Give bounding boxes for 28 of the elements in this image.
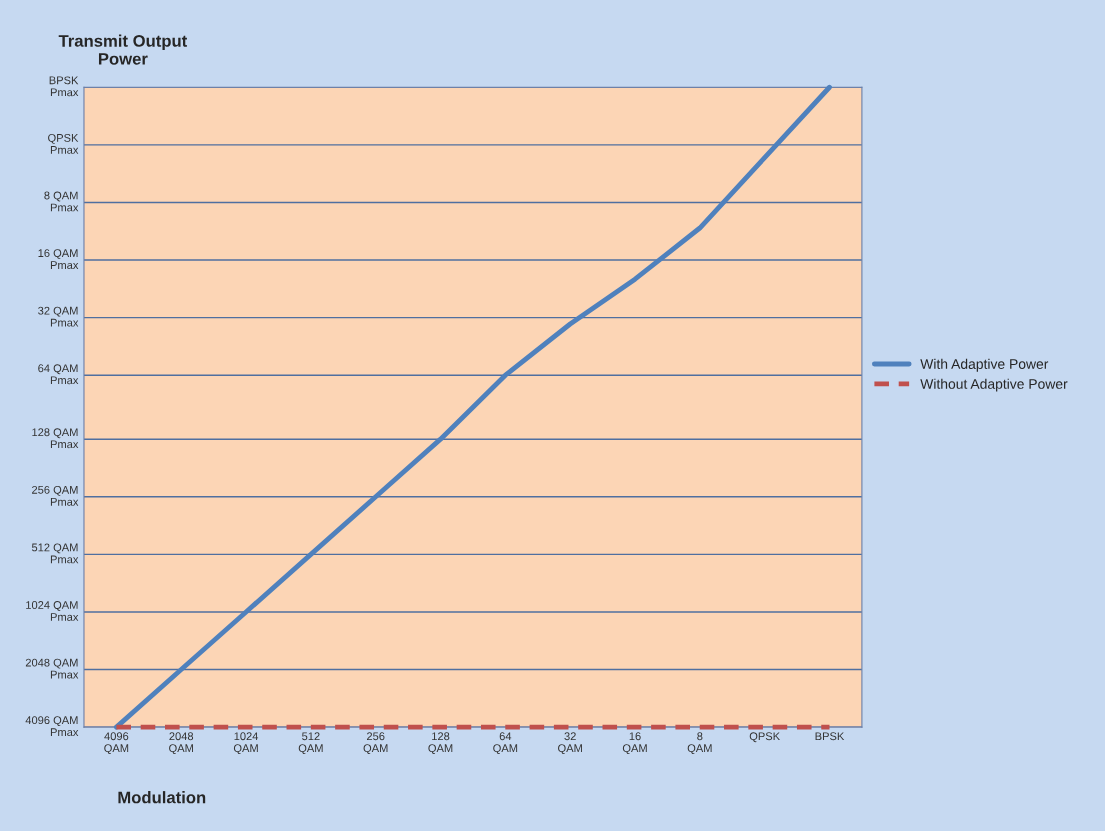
legend-label: With Adaptive Power bbox=[920, 358, 1049, 372]
x-tick-label: 8 QAM bbox=[687, 732, 712, 755]
legend-label: Without Adaptive Power bbox=[920, 378, 1068, 392]
x-tick-label: 512 QAM bbox=[298, 732, 323, 755]
x-tick-label: 16 QAM bbox=[622, 732, 647, 755]
ref-line-label: 8 QAM Pmax bbox=[44, 191, 79, 212]
x-tick-label: 1024 QAM bbox=[233, 732, 259, 755]
x-tick-label: 4096 QAM bbox=[104, 732, 129, 755]
ref-line-label: 128 QAM Pmax bbox=[32, 428, 79, 449]
ref-line-label: 512 QAM Pmax bbox=[31, 543, 79, 564]
ref-line-label: 2048 QAM Pmax bbox=[25, 658, 79, 679]
x-axis-title: Modulation bbox=[118, 791, 206, 804]
ref-line-label: 1024 QAM Pmax bbox=[26, 601, 79, 621]
x-tick-label: BPSK bbox=[815, 732, 845, 741]
x-tick-label: QPSK bbox=[749, 732, 780, 743]
ref-line-label: 16 QAM Pmax bbox=[38, 249, 79, 269]
y-axis-title: Transmit Output Power bbox=[58, 34, 188, 65]
ref-line-label: 32 QAM Pmax bbox=[38, 306, 79, 327]
x-tick-label: 2048 QAM bbox=[169, 732, 194, 755]
x-tick-label: 64 QAM bbox=[493, 732, 518, 755]
ref-line-label: QPSK Pmax bbox=[48, 133, 79, 154]
ref-line-label: 4096 QAM Pmax bbox=[25, 716, 79, 737]
ref-line-label: 64 QAM Pmax bbox=[38, 364, 79, 385]
ref-line-label: BPSK Pmax bbox=[49, 76, 79, 97]
x-tick-label: 128 QAM bbox=[428, 732, 453, 755]
ref-line-label: 256 QAM Pmax bbox=[32, 485, 79, 506]
x-tick-label: 32 QAM bbox=[558, 732, 582, 755]
x-tick-label: 256 QAM bbox=[363, 732, 388, 755]
